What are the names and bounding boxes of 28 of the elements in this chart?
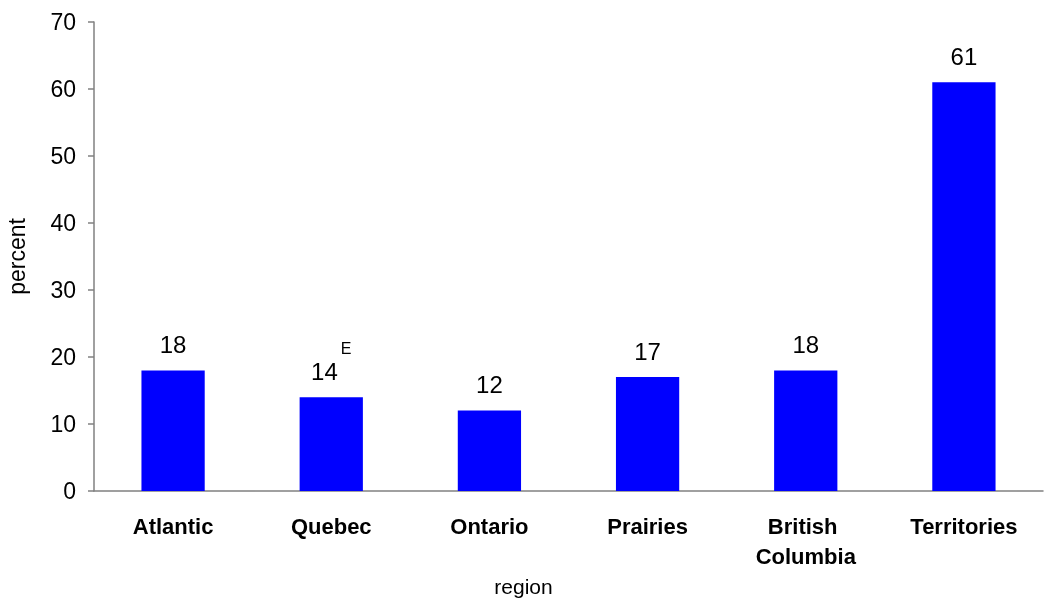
x-tick-label: Atlantic [132, 513, 214, 539]
bar [457, 410, 522, 491]
y-axis-title: percent [3, 217, 30, 295]
data-label: 61 [950, 42, 978, 70]
y-tick-label: 30 [50, 277, 76, 303]
x-axis-title: region [494, 574, 553, 598]
x-tick-label: Quebec [290, 513, 372, 539]
y-tick-label: 50 [50, 143, 76, 169]
data-label: 14E [311, 339, 352, 385]
y-tick-label: 40 [50, 210, 76, 236]
y-tick-label: 60 [50, 76, 76, 102]
bar [141, 370, 205, 491]
x-tick-label: British Columbia [755, 513, 857, 569]
x-tick-label: Prairies [607, 513, 688, 539]
bar [615, 377, 680, 491]
y-tick-label: 20 [50, 344, 76, 370]
x-tick-label: Territories [910, 513, 1018, 539]
bar [932, 82, 996, 491]
data-label: 18 [792, 330, 820, 358]
data-label: 12 [476, 371, 503, 399]
bar [299, 397, 363, 491]
y-tick-label: 70 [50, 9, 76, 35]
y-tick-label: 0 [63, 478, 76, 504]
x-tick-label: Ontario [450, 513, 529, 539]
bar [774, 370, 838, 491]
y-tick-label: 10 [50, 411, 76, 437]
data-label: 18 [159, 330, 187, 358]
data-label: 17 [634, 337, 661, 365]
